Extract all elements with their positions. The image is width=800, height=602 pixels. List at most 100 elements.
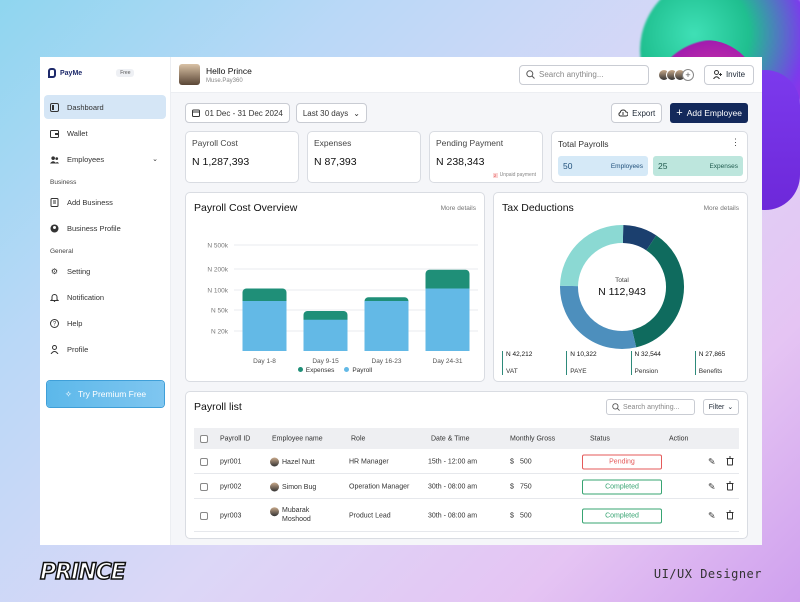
sidebar-item-business-profile[interactable]: Business Profile	[44, 216, 166, 240]
table-row[interactable]: pyr002 Simon Bug Operation Manager 30th …	[194, 475, 739, 499]
add-member-icon[interactable]: +	[682, 68, 694, 81]
more-details-link[interactable]: More details	[703, 205, 739, 212]
user-plus-icon	[713, 70, 722, 79]
table-header: Payroll ID Employee name Role Date & Tim…	[194, 428, 739, 449]
employees-chip-label: Employees	[610, 162, 643, 170]
sidebar-item-label: Add Business	[67, 197, 113, 207]
row-checkbox[interactable]	[200, 482, 208, 491]
legend-label: Expenses	[305, 367, 335, 374]
bar-payroll	[425, 288, 470, 351]
gear-icon: ⚙	[50, 266, 59, 276]
total-payrolls-card[interactable]: Total Payrolls ⋮ 50 Employees 25 Expense…	[551, 131, 748, 183]
invite-button[interactable]: Invite	[704, 64, 754, 85]
filter-dropdown[interactable]: Filter ⌄	[703, 399, 739, 415]
employees-count: 50	[563, 161, 573, 171]
period-select[interactable]: Last 30 days ⌄	[295, 103, 367, 123]
column-header[interactable]: Monthly Gross	[510, 435, 556, 442]
expenses-count: 25	[658, 161, 668, 171]
team-avatars[interactable]: +	[658, 68, 694, 81]
column-header[interactable]: Payroll ID	[220, 435, 251, 442]
column-header[interactable]: Status	[590, 435, 610, 442]
edit-icon[interactable]: ✎	[708, 481, 716, 491]
sidebar-item-employees[interactable]: Employees ⌄	[44, 147, 166, 171]
column-header[interactable]: Employee name	[272, 435, 323, 442]
deduction-value: N 27,865	[698, 351, 726, 358]
add-employee-label: Add Employee	[686, 108, 742, 118]
column-header[interactable]: Role	[351, 435, 366, 442]
sidebar-item-setting[interactable]: ⚙ Setting	[44, 259, 166, 283]
sidebar-item-dashboard[interactable]: Dashboard	[44, 95, 166, 119]
row-checkbox[interactable]	[200, 457, 208, 466]
table-row[interactable]: pyr001 Hazel Nutt HR Manager 15th - 12:0…	[194, 450, 739, 474]
try-premium-button[interactable]: ✧ Try Premium Free	[47, 381, 164, 407]
deduction-label: PAYE	[570, 368, 587, 375]
stat-label: Expenses	[314, 138, 352, 148]
bar-expenses	[242, 288, 287, 305]
x-tick-label: Day 1-8	[253, 358, 276, 365]
trash-icon[interactable]	[726, 510, 734, 521]
column-header[interactable]: Action	[669, 435, 689, 442]
legend-label: Payroll	[352, 367, 373, 374]
table-row[interactable]: pyr003 Mubarak Moshood Product Lead 30th…	[194, 500, 739, 532]
sidebar-item-label: Wallet	[67, 128, 88, 138]
donut-hole	[579, 244, 665, 330]
sidebar-item-label: Help	[67, 318, 83, 328]
stat-card-expenses[interactable]: Expenses N 87,393	[307, 131, 421, 183]
tax-donut-chart	[560, 225, 684, 349]
y-tick-label: N 500k	[207, 243, 228, 250]
select-all-checkbox[interactable]	[200, 434, 208, 443]
sidebar-section-general: General	[50, 248, 74, 255]
stat-card-payroll-cost[interactable]: Payroll Cost N 1,287,393	[185, 131, 299, 183]
employee-name-label: Simon Bug	[282, 483, 317, 491]
row-datetime: 30th - 08:00 am	[428, 512, 478, 519]
deduction-vat: N 42,212 VAT	[502, 351, 566, 375]
plan-badge: Free	[116, 69, 135, 77]
date-range-picker[interactable]: 01 Dec - 31 Dec 2024	[185, 103, 290, 123]
stat-label: Pending Payment	[436, 138, 504, 148]
more-options-icon[interactable]: ⋮	[731, 137, 740, 147]
avatar[interactable]	[179, 64, 200, 85]
add-employee-button[interactable]: + Add Employee	[670, 103, 748, 123]
status-badge: Completed	[582, 508, 662, 523]
stat-value: N 238,343	[436, 156, 485, 168]
top-bar: Hello Prince Muse.Pay360 Search anything…	[171, 57, 762, 93]
more-details-link[interactable]: More details	[440, 205, 476, 212]
main-content: Hello Prince Muse.Pay360 Search anything…	[171, 57, 762, 545]
payroll-search-input[interactable]: Search anything...	[606, 399, 695, 415]
sidebar-item-add-business[interactable]: Add Business	[44, 190, 166, 214]
edit-icon[interactable]: ✎	[708, 510, 716, 520]
stat-label: Payroll Cost	[192, 138, 238, 148]
sidebar-item-help[interactable]: ? Help	[44, 311, 166, 335]
stat-value: N 1,287,393	[192, 156, 250, 168]
sidebar-item-profile[interactable]: Profile	[44, 337, 166, 361]
search-placeholder: Search anything...	[623, 403, 680, 411]
x-tick-label: Day 24-31	[433, 358, 463, 365]
expenses-chip[interactable]: 25 Expenses	[653, 156, 743, 176]
sidebar-item-label: Notification	[67, 292, 105, 302]
search-input[interactable]: Search anything...	[519, 64, 649, 85]
status-badge: Pending	[582, 454, 662, 469]
trash-icon[interactable]	[726, 481, 734, 492]
deduction-value: N 10,322	[570, 351, 597, 358]
stat-card-pending-payment[interactable]: Pending Payment N 238,343 2 Unpaid payme…	[429, 131, 543, 183]
trash-icon[interactable]	[726, 456, 734, 467]
panel-title: Tax Deductions	[502, 202, 574, 214]
sidebar-item-notification[interactable]: Notification	[44, 285, 166, 309]
column-header[interactable]: Date & Time	[431, 435, 470, 442]
employee-name: Simon Bug	[270, 482, 316, 491]
edit-icon[interactable]: ✎	[708, 456, 716, 466]
logo[interactable]: PayMe Free	[40, 57, 170, 89]
sidebar-section-business: Business	[50, 179, 77, 186]
employee-role: HR Manager	[349, 458, 389, 465]
bar-payroll	[242, 301, 287, 351]
employee-name-label: Mubarak Moshood	[282, 506, 311, 524]
legend-item-payroll: Payroll	[344, 367, 372, 374]
row-checkbox[interactable]	[200, 511, 208, 520]
sidebar-item-wallet[interactable]: Wallet	[44, 121, 166, 145]
employees-chip[interactable]: 50 Employees	[558, 156, 648, 176]
export-button[interactable]: Export	[611, 103, 663, 123]
chevron-down-icon[interactable]: ⌄	[152, 156, 158, 163]
payroll-id: pyr001	[220, 458, 242, 465]
deduction-pension: N 32,544 Pension	[630, 351, 695, 375]
invite-label: Invite	[725, 70, 746, 79]
